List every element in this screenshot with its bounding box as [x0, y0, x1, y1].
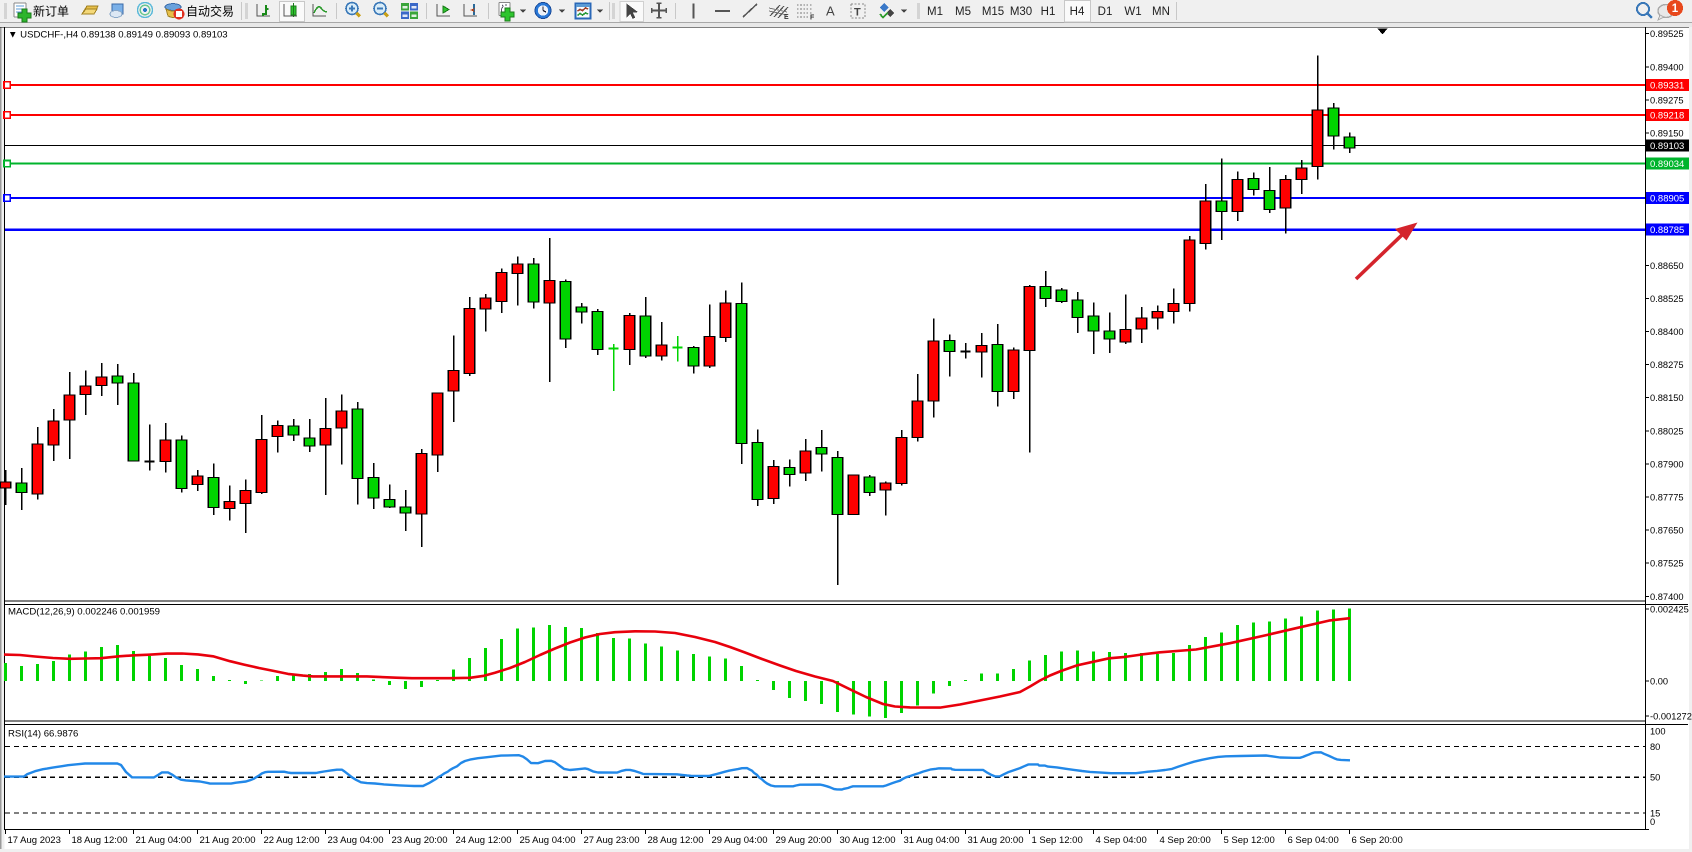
svg-text:-0.001272: -0.001272 — [1650, 712, 1692, 722]
svg-text:0.88150: 0.88150 — [1650, 393, 1684, 403]
svg-text:0.88785: 0.88785 — [1650, 225, 1684, 236]
svg-text:21 Aug 04:00: 21 Aug 04:00 — [136, 835, 192, 846]
svg-text:自动交易: 自动交易 — [186, 4, 234, 19]
svg-text:15: 15 — [1650, 808, 1660, 818]
svg-text:MACD(12,26,9) 0.002246 0.00195: MACD(12,26,9) 0.002246 0.001959 — [8, 607, 160, 618]
svg-text:0.87775: 0.87775 — [1650, 493, 1684, 503]
svg-text:0.88400: 0.88400 — [1650, 327, 1684, 337]
svg-text:H1: H1 — [1041, 6, 1056, 18]
svg-text:0.89103: 0.89103 — [1650, 141, 1684, 152]
svg-text:0.88525: 0.88525 — [1650, 294, 1684, 304]
svg-text:MN: MN — [1152, 6, 1170, 18]
svg-text:30 Aug 12:00: 30 Aug 12:00 — [840, 835, 896, 846]
svg-text:31 Aug 20:00: 31 Aug 20:00 — [968, 835, 1024, 846]
svg-text:22 Aug 12:00: 22 Aug 12:00 — [264, 835, 320, 846]
svg-text:RSI(14) 66.9876: RSI(14) 66.9876 — [8, 729, 78, 740]
svg-text:0.89275: 0.89275 — [1650, 95, 1684, 105]
svg-text:23 Aug 20:00: 23 Aug 20:00 — [392, 835, 448, 846]
svg-text:25 Aug 04:00: 25 Aug 04:00 — [520, 835, 576, 846]
svg-text:M15: M15 — [982, 6, 1004, 18]
svg-text:0.89525: 0.89525 — [1650, 29, 1684, 39]
svg-text:0.89150: 0.89150 — [1650, 129, 1684, 139]
svg-text:W1: W1 — [1124, 6, 1141, 18]
svg-text:5 Sep 12:00: 5 Sep 12:00 — [1224, 835, 1275, 846]
svg-text:M1: M1 — [927, 6, 943, 18]
svg-text:6 Sep 04:00: 6 Sep 04:00 — [1288, 835, 1339, 846]
svg-text:0.87650: 0.87650 — [1650, 526, 1684, 536]
svg-text:0.89218: 0.89218 — [1650, 111, 1684, 122]
svg-text:0.89034: 0.89034 — [1650, 159, 1684, 170]
svg-text:0.88275: 0.88275 — [1650, 360, 1684, 370]
svg-text:0.89400: 0.89400 — [1650, 62, 1684, 72]
svg-text:0.88025: 0.88025 — [1650, 426, 1684, 436]
svg-text:新订单: 新订单 — [33, 4, 69, 19]
svg-text:100: 100 — [1650, 727, 1666, 737]
svg-text:1 Sep 12:00: 1 Sep 12:00 — [1032, 835, 1083, 846]
svg-text:0.87400: 0.87400 — [1650, 592, 1684, 602]
svg-text:0.88650: 0.88650 — [1650, 261, 1684, 271]
svg-text:29 Aug 20:00: 29 Aug 20:00 — [776, 835, 832, 846]
svg-text:F: F — [810, 15, 815, 22]
svg-text:▼ USDCHF-,H4 0.89138 0.89149: ▼ USDCHF-,H4 0.89138 0.89149 0.89093 0.8… — [8, 30, 228, 41]
svg-text:23 Aug 04:00: 23 Aug 04:00 — [328, 835, 384, 846]
svg-text:M5: M5 — [955, 6, 971, 18]
svg-text:18 Aug 12:00: 18 Aug 12:00 — [72, 835, 128, 846]
svg-text:0.00: 0.00 — [1650, 677, 1668, 687]
svg-text:0: 0 — [1650, 817, 1655, 827]
svg-text:H4: H4 — [1070, 6, 1085, 18]
svg-text:21 Aug 20:00: 21 Aug 20:00 — [200, 835, 256, 846]
svg-text:4 Sep 20:00: 4 Sep 20:00 — [1160, 835, 1211, 846]
svg-text:0.88905: 0.88905 — [1650, 193, 1684, 204]
svg-text:0.002425: 0.002425 — [1650, 605, 1689, 615]
svg-text:0.89331: 0.89331 — [1650, 81, 1684, 92]
svg-text:27 Aug 23:00: 27 Aug 23:00 — [584, 835, 640, 846]
svg-text:4 Sep 04:00: 4 Sep 04:00 — [1096, 835, 1147, 846]
svg-text:D1: D1 — [1098, 6, 1113, 18]
svg-text:28 Aug 12:00: 28 Aug 12:00 — [648, 835, 704, 846]
svg-text:6 Sep 20:00: 6 Sep 20:00 — [1352, 835, 1403, 846]
svg-text:29 Aug 04:00: 29 Aug 04:00 — [712, 835, 768, 846]
svg-text:80: 80 — [1650, 742, 1660, 752]
svg-text:1: 1 — [1672, 3, 1679, 15]
svg-text:T: T — [854, 7, 861, 19]
svg-text:M30: M30 — [1010, 6, 1032, 18]
svg-text:A: A — [826, 4, 835, 19]
svg-text:0.87525: 0.87525 — [1650, 559, 1684, 569]
svg-text:17 Aug 2023: 17 Aug 2023 — [8, 835, 61, 846]
svg-text:50: 50 — [1650, 773, 1660, 783]
svg-text:E: E — [784, 14, 789, 21]
svg-text:0.87900: 0.87900 — [1650, 459, 1684, 469]
svg-text:24 Aug 12:00: 24 Aug 12:00 — [456, 835, 512, 846]
svg-text:31 Aug 04:00: 31 Aug 04:00 — [904, 835, 960, 846]
